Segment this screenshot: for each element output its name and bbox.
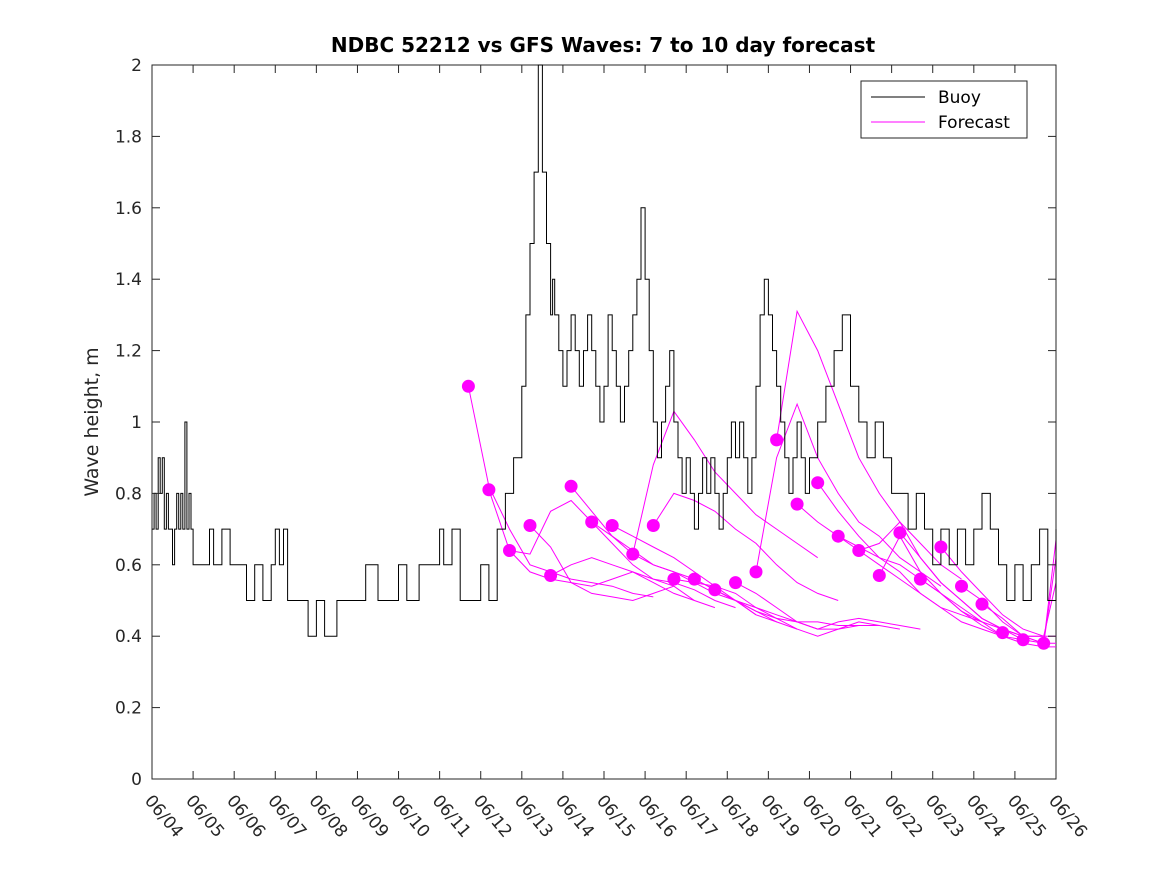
forecast-line: [591, 521, 777, 623]
forecast-point: [667, 572, 681, 586]
forecast-point: [934, 540, 948, 554]
forecast-line: [509, 550, 695, 601]
chart-title: NDBC 52212 vs GFS Waves: 7 to 10 day for…: [331, 33, 876, 57]
forecast-line: [940, 546, 1057, 637]
buoy-line-group: [152, 64, 1057, 637]
forecast-point: [749, 565, 763, 579]
forecast-point: [564, 479, 578, 493]
forecast-point: [893, 526, 907, 540]
forecast-point: [975, 597, 989, 611]
forecast-line: [817, 482, 1003, 637]
forecast-line: [488, 489, 675, 587]
forecast-line: [735, 582, 921, 630]
y-tick-label: 0.8: [115, 484, 142, 504]
forecast-line: [611, 525, 798, 630]
forecast-point: [482, 483, 496, 497]
forecast-line: [652, 492, 839, 601]
y-axis-label: Wave height, m: [81, 347, 103, 496]
forecast-point: [605, 519, 619, 532]
forecast-point: [729, 576, 742, 590]
forecast-lines: [467, 309, 1057, 648]
forecast-line: [714, 589, 900, 637]
forecast-line: [776, 309, 962, 580]
forecast-point: [585, 515, 599, 529]
y-tick-label: 1.6: [115, 199, 142, 219]
y-axis: 0 0.2 0.4 0.6 0.8 1 1.2 1.4 1.6 1.8 2: [115, 56, 1056, 790]
forecast-point: [544, 569, 558, 582]
legend-box: [860, 80, 1028, 139]
y-tick-label: 0.6: [115, 556, 142, 576]
y-tick-label: 1.4: [115, 270, 142, 290]
y-tick-label: 0.4: [115, 627, 142, 647]
y-tick-label: 1.2: [115, 342, 142, 362]
y-tick-label: 1.8: [115, 127, 142, 147]
forecast-point: [503, 544, 516, 557]
forecast-point: [770, 433, 784, 447]
forecast-line: [550, 557, 736, 609]
forecast-point: [852, 544, 866, 557]
forecast-point: [913, 572, 927, 586]
y-tick-label: 0.2: [115, 699, 142, 719]
legend-buoy-label: Buoy: [938, 88, 981, 108]
forecast-line: [529, 525, 716, 609]
buoy-line: [152, 64, 1057, 637]
forecast-point: [872, 569, 886, 582]
forecast-markers: [461, 379, 1051, 650]
forecast-point: [1016, 633, 1030, 647]
forecast-point: [626, 547, 640, 561]
forecast-point: [831, 529, 845, 543]
legend-forecast-label: Forecast: [938, 113, 1010, 133]
forecast-point: [1037, 636, 1051, 650]
forecast-line: [796, 503, 983, 623]
forecast-point: [708, 583, 722, 597]
y-tick-label: 1: [131, 413, 142, 433]
forecast-point: [461, 379, 475, 393]
forecast-point: [523, 519, 537, 532]
y-tick-label: 0: [131, 770, 142, 790]
forecast-point: [996, 626, 1010, 640]
legend: Buoy Forecast: [860, 80, 1028, 139]
y-tick-label: 2: [131, 56, 142, 76]
plot-area: 00.20.40.60.811.21.41.61.82 06/0406/0506…: [115, 56, 1091, 842]
forecast-point: [790, 497, 804, 511]
forecast-line: [632, 410, 818, 559]
forecast-point: [811, 476, 825, 490]
forecast-point: [955, 579, 968, 593]
forecast-line: [878, 535, 1056, 637]
forecast-point: [687, 572, 701, 586]
forecast-point: [646, 519, 660, 532]
forecast-line: [755, 402, 942, 587]
forecast-line: [899, 532, 1056, 644]
forecast-line: [467, 386, 654, 598]
